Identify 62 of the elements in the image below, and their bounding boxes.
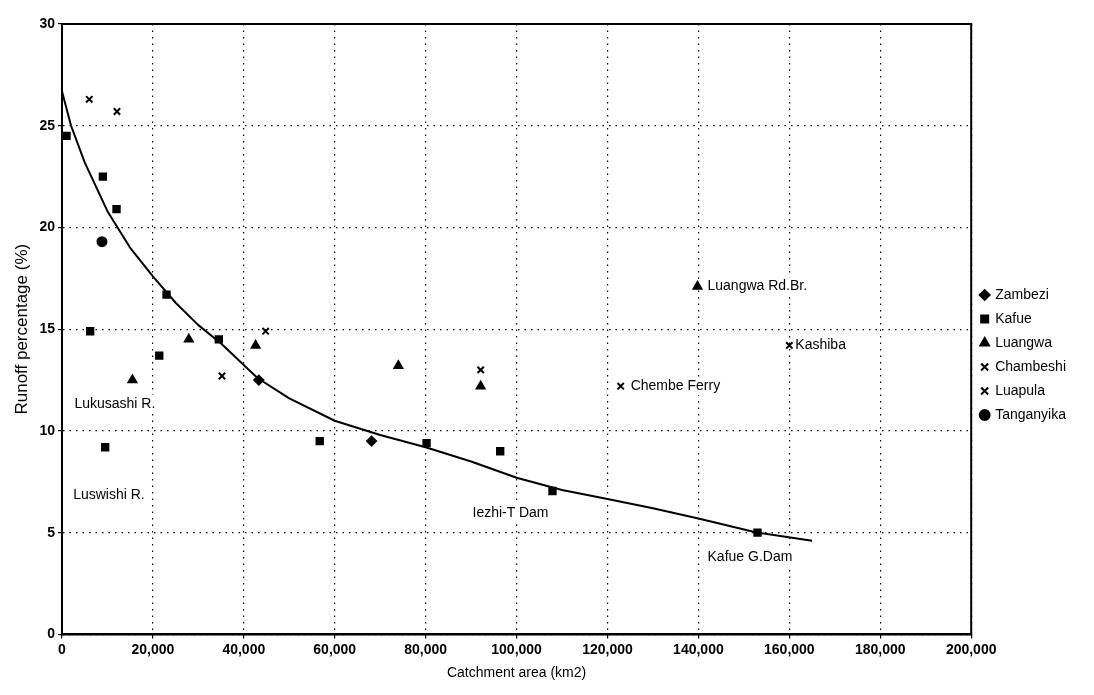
x-tick-label: 180,000 [854,640,906,657]
point [217,371,227,381]
x-axis-title: Catchment area (km2) [446,664,587,681]
x-tick-label: 140,000 [673,640,724,657]
point [85,95,94,104]
point [100,443,110,452]
point [62,131,71,141]
annotation: Luangwa Rd.Br. [707,277,808,294]
point [253,374,265,386]
point [475,380,486,390]
x-tick-label: 120,000 [582,640,634,657]
x-tick-label: 60,000 [313,640,357,657]
point [85,327,95,336]
point [753,528,762,537]
point [785,341,794,350]
y-tick-label: 25 [39,116,56,133]
x-tick-label: 80,000 [404,640,448,657]
point [250,339,261,349]
annotation: Iezhi-T Dam [472,503,549,520]
y-tick-label: 10 [39,421,56,438]
point [422,438,431,448]
legend-label: Chambeshi [995,357,1066,374]
point [162,290,171,299]
y-axis-title: Runoff percentage (%) [11,243,31,415]
point [96,236,108,248]
point [183,333,194,343]
x-tick-label: 0 [58,640,67,657]
point [366,435,378,447]
point [98,172,108,181]
point [616,381,625,391]
x-tick-label: 100,000 [491,640,543,657]
y-tick-label: 30 [39,14,56,31]
point [393,360,404,370]
x-tick-label: 40,000 [222,640,266,657]
point [315,436,324,446]
x-tick-label: 20,000 [131,640,175,657]
annotation: Luswishi R. [73,486,145,503]
y-tick-label: 0 [47,625,56,642]
point [548,486,557,496]
legend-label: Tanganyika [995,405,1067,422]
point [127,374,138,384]
x-tick-label: 160,000 [764,640,815,657]
point [112,204,121,214]
legend-label: Zambezi [995,285,1049,302]
annotation: Kashiba [795,336,847,353]
x-tick-label: 200,000 [945,640,997,657]
annotation: Chembe Ferry [630,377,721,394]
y-tick-label: 5 [47,523,56,540]
annotation: Kafue G.Dam [707,547,793,564]
y-tick-label: 15 [39,320,56,337]
point [112,107,122,116]
point [496,447,505,456]
point [692,280,703,290]
legend-label: Kafue [995,309,1032,326]
legend-label: Luapula [995,381,1046,398]
point [155,351,164,360]
point [476,365,485,375]
point [214,335,223,344]
annotation: Lukusashi R. [74,394,156,411]
legend-label: Luangwa [995,333,1053,350]
y-tick-label: 20 [39,218,56,235]
point [261,327,270,336]
